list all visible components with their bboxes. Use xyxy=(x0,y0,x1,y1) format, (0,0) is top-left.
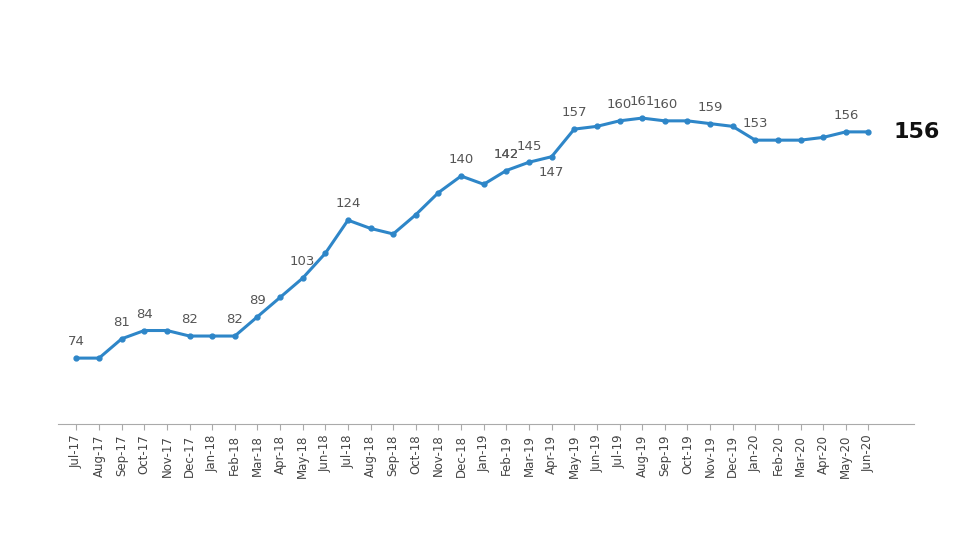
Text: 147: 147 xyxy=(538,166,565,180)
Text: 156: 156 xyxy=(893,122,940,142)
Text: 82: 82 xyxy=(226,313,243,326)
Text: 157: 157 xyxy=(562,107,587,119)
Text: 82: 82 xyxy=(181,313,198,326)
Text: 159: 159 xyxy=(697,101,723,114)
Text: 145: 145 xyxy=(516,139,541,152)
Text: 84: 84 xyxy=(136,308,153,321)
Text: 89: 89 xyxy=(249,294,265,307)
Text: 74: 74 xyxy=(68,336,85,348)
Text: 142: 142 xyxy=(494,148,519,161)
Text: 81: 81 xyxy=(114,316,130,329)
Text: 142: 142 xyxy=(494,148,519,161)
Text: 140: 140 xyxy=(448,153,473,166)
Text: 156: 156 xyxy=(833,109,858,122)
Text: 161: 161 xyxy=(630,95,655,108)
Text: 103: 103 xyxy=(290,255,315,268)
Text: 153: 153 xyxy=(743,118,768,131)
Text: 124: 124 xyxy=(335,197,361,211)
Text: 160: 160 xyxy=(607,98,632,111)
Text: 160: 160 xyxy=(652,98,677,111)
